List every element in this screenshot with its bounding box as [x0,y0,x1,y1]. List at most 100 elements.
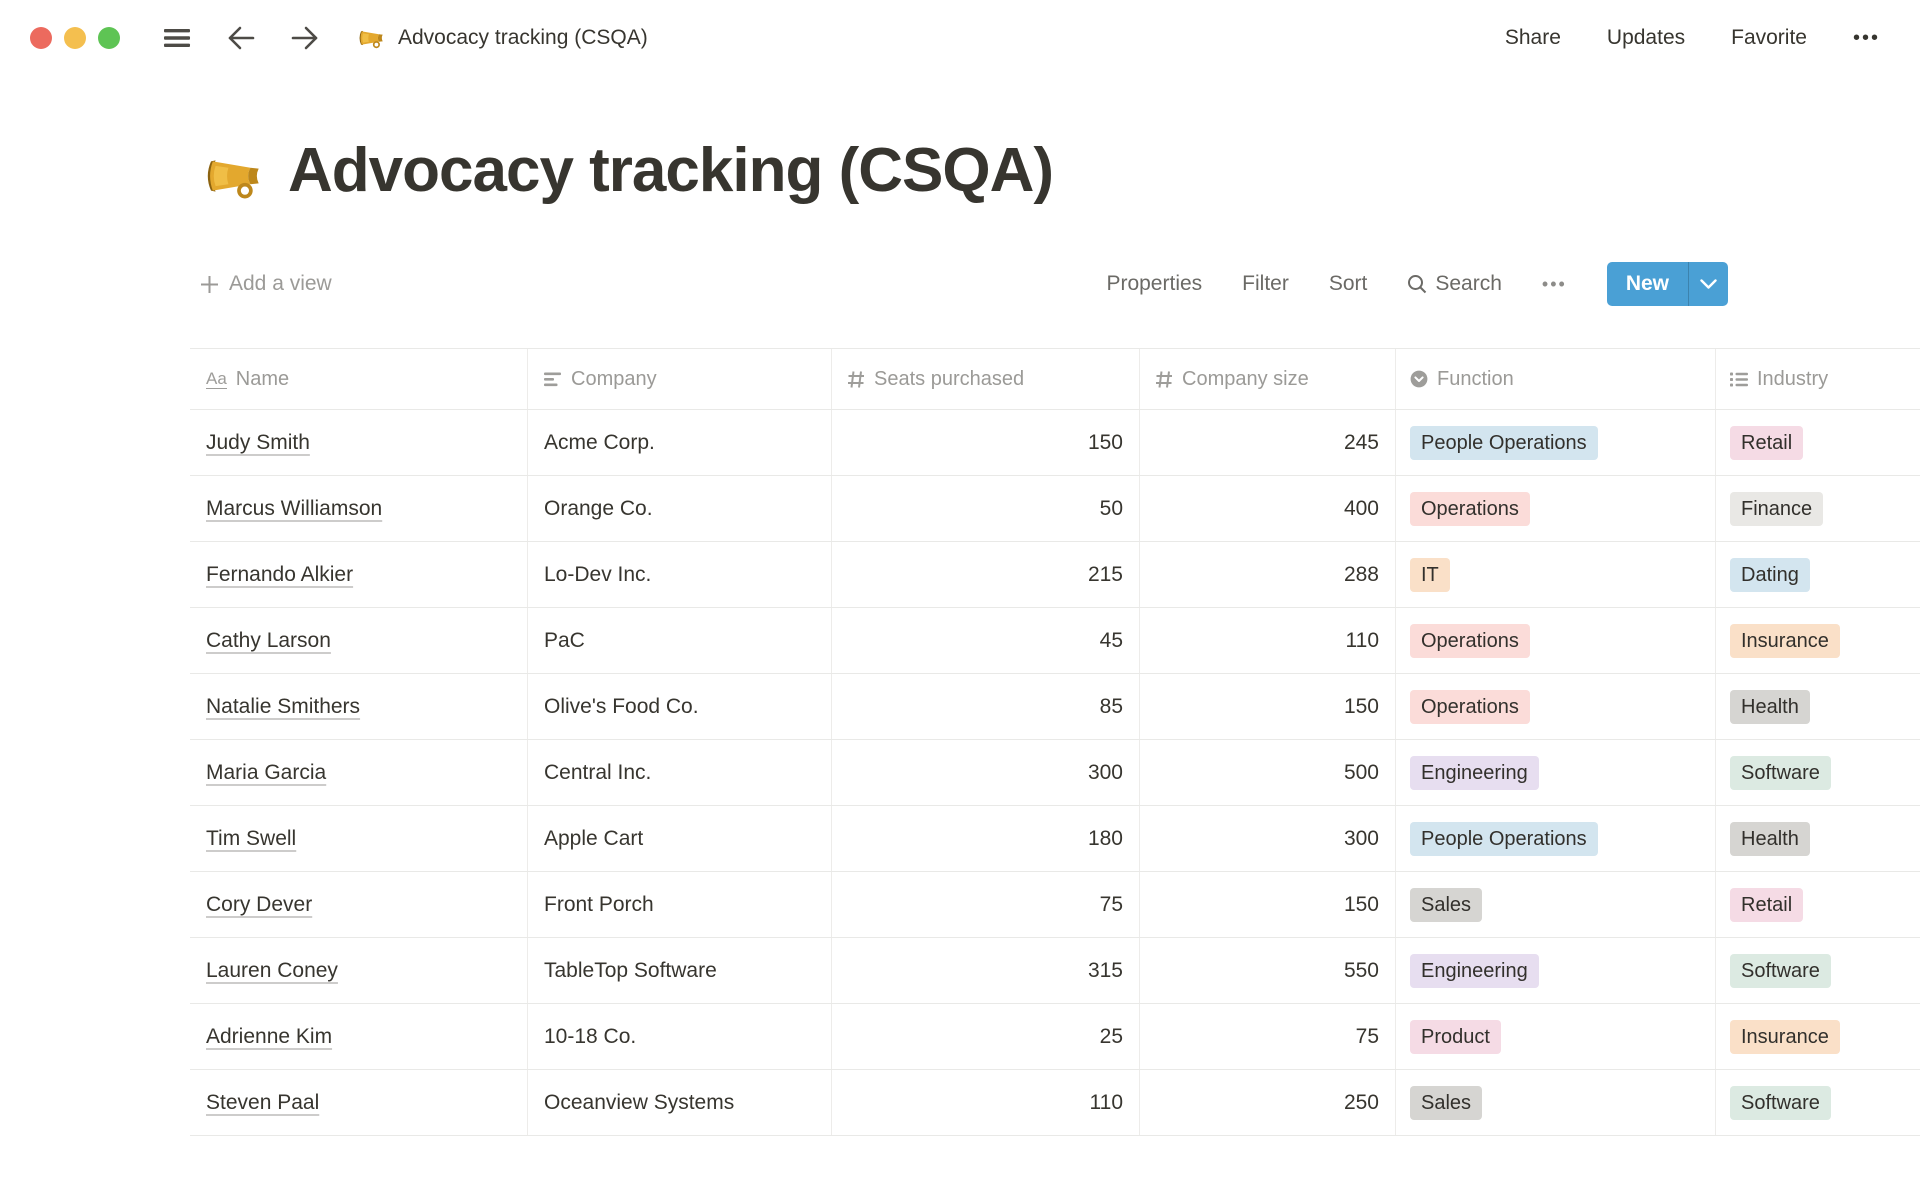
seats-purchased-cell[interactable]: 45 [832,608,1140,673]
close-window-button[interactable] [30,27,52,49]
page-link[interactable]: Fernando Alkier [206,562,354,586]
column-header-function[interactable]: Function [1396,349,1716,409]
industry-cell[interactable]: Retail [1716,872,1920,937]
company-cell[interactable]: Central Inc. [528,740,832,805]
company-cell[interactable]: 10-18 Co. [528,1004,832,1069]
company-cell[interactable]: Lo-Dev Inc. [528,542,832,607]
filter-button[interactable]: Filter [1242,272,1289,295]
company-cell[interactable]: Front Porch [528,872,832,937]
name-cell[interactable]: Judy Smith [190,410,528,475]
new-dropdown-button[interactable] [1688,262,1728,306]
company-size-cell[interactable]: 75 [1140,1004,1396,1069]
column-header-company[interactable]: Company [528,349,832,409]
company-cell[interactable]: Oceanview Systems [528,1070,832,1135]
seats-purchased-cell[interactable]: 50 [832,476,1140,541]
seats-purchased-cell[interactable]: 150 [832,410,1140,475]
industry-cell[interactable]: Health [1716,674,1920,739]
updates-button[interactable]: Updates [1606,26,1686,49]
sidebar-menu-icon[interactable] [162,26,192,50]
forward-arrow-icon[interactable] [290,25,320,51]
company-cell[interactable]: TableTop Software [528,938,832,1003]
seats-purchased-cell[interactable]: 110 [832,1070,1140,1135]
breadcrumb[interactable]: Advocacy tracking (CSQA) [398,26,648,49]
search-button[interactable]: Search [1407,272,1502,296]
sort-button[interactable]: Sort [1328,272,1368,295]
back-arrow-icon[interactable] [226,25,256,51]
name-cell[interactable]: Tim Swell [190,806,528,871]
seats-purchased-cell[interactable]: 75 [832,872,1140,937]
name-cell[interactable]: Adrienne Kim [190,1004,528,1069]
seats-purchased-cell[interactable]: 315 [832,938,1140,1003]
industry-cell[interactable]: Finance [1716,476,1920,541]
column-header-industry[interactable]: Industry [1716,349,1920,409]
company-size-cell[interactable]: 300 [1140,806,1396,871]
company-size-cell[interactable]: 150 [1140,872,1396,937]
industry-cell[interactable]: Software [1716,938,1920,1003]
industry-cell[interactable]: Health [1716,806,1920,871]
page-link[interactable]: Cathy Larson [206,628,331,652]
page-link[interactable]: Marcus Williamson [206,496,383,520]
industry-cell[interactable]: Software [1716,740,1920,805]
function-cell[interactable]: Engineering [1396,740,1716,805]
page-link[interactable]: Judy Smith [206,430,310,454]
company-size-cell[interactable]: 110 [1140,608,1396,673]
megaphone-emoji[interactable] [200,143,266,214]
share-button[interactable]: Share [1504,26,1561,49]
company-cell[interactable]: PaC [528,608,832,673]
company-size-cell[interactable]: 150 [1140,674,1396,739]
company-size-cell[interactable]: 288 [1140,542,1396,607]
minimize-window-button[interactable] [64,27,86,49]
company-size-cell[interactable]: 400 [1140,476,1396,541]
function-cell[interactable]: People Operations [1396,410,1716,475]
page-link[interactable]: Tim Swell [206,826,297,850]
function-cell[interactable]: Sales [1396,1070,1716,1135]
favorite-button[interactable]: Favorite [1731,26,1807,49]
name-cell[interactable]: Lauren Coney [190,938,528,1003]
function-cell[interactable]: Operations [1396,674,1716,739]
industry-cell[interactable]: Software [1716,1070,1920,1135]
function-cell[interactable]: Sales [1396,872,1716,937]
function-cell[interactable]: Product [1396,1004,1716,1069]
name-cell[interactable]: Cory Dever [190,872,528,937]
name-cell[interactable]: Cathy Larson [190,608,528,673]
page-link[interactable]: Steven Paal [206,1090,320,1114]
add-view-button[interactable]: Add a view [200,272,332,296]
name-cell[interactable]: Fernando Alkier [190,542,528,607]
properties-button[interactable]: Properties [1106,272,1203,295]
company-cell[interactable]: Olive's Food Co. [528,674,832,739]
company-size-cell[interactable]: 250 [1140,1070,1396,1135]
seats-purchased-cell[interactable]: 85 [832,674,1140,739]
function-cell[interactable]: IT [1396,542,1716,607]
seats-purchased-cell[interactable]: 300 [832,740,1140,805]
function-cell[interactable]: Operations [1396,476,1716,541]
name-cell[interactable]: Marcus Williamson [190,476,528,541]
view-more-options-icon[interactable]: ••• [1541,273,1567,294]
company-size-cell[interactable]: 245 [1140,410,1396,475]
industry-cell[interactable]: Insurance [1716,1004,1920,1069]
function-cell[interactable]: People Operations [1396,806,1716,871]
industry-cell[interactable]: Insurance [1716,608,1920,673]
industry-cell[interactable]: Retail [1716,410,1920,475]
seats-purchased-cell[interactable]: 25 [832,1004,1140,1069]
industry-cell[interactable]: Dating [1716,542,1920,607]
page-link[interactable]: Lauren Coney [206,958,338,982]
name-cell[interactable]: Maria Garcia [190,740,528,805]
page-link[interactable]: Cory Dever [206,892,313,916]
company-size-cell[interactable]: 550 [1140,938,1396,1003]
seats-purchased-cell[interactable]: 215 [832,542,1140,607]
new-button[interactable]: New [1606,262,1728,306]
column-header-company-size[interactable]: Company size [1140,349,1396,409]
company-cell[interactable]: Acme Corp. [528,410,832,475]
page-link[interactable]: Maria Garcia [206,760,327,784]
function-cell[interactable]: Engineering [1396,938,1716,1003]
more-options-icon[interactable]: ••• [1852,26,1880,49]
name-cell[interactable]: Steven Paal [190,1070,528,1135]
page-link[interactable]: Natalie Smithers [206,694,361,718]
name-cell[interactable]: Natalie Smithers [190,674,528,739]
company-cell[interactable]: Apple Cart [528,806,832,871]
company-cell[interactable]: Orange Co. [528,476,832,541]
page-link[interactable]: Adrienne Kim [206,1024,333,1048]
seats-purchased-cell[interactable]: 180 [832,806,1140,871]
column-header-seats-purchased[interactable]: Seats purchased [832,349,1140,409]
company-size-cell[interactable]: 500 [1140,740,1396,805]
